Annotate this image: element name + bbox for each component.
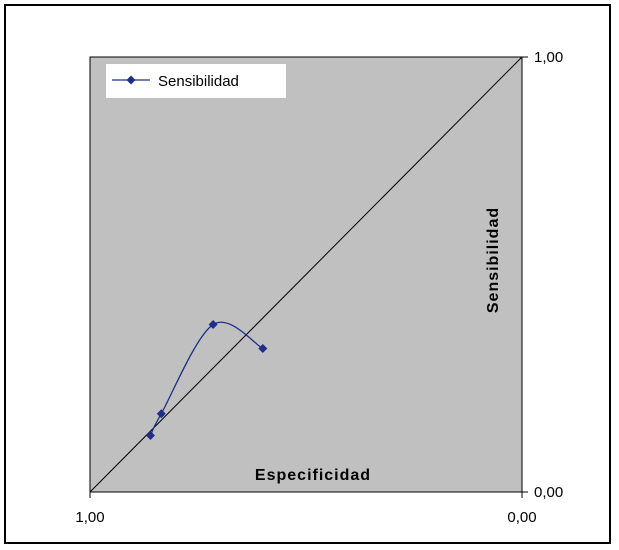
- legend-label: Sensibilidad: [158, 73, 239, 90]
- data-point-marker: [145, 430, 155, 440]
- data-point-marker: [156, 409, 166, 419]
- data-point-marker: [258, 343, 268, 353]
- y-axis-title: Sensibilidad: [485, 207, 502, 313]
- x-tick-right-label: 0,00: [507, 509, 536, 526]
- x-axis-title: Especificidad: [255, 467, 371, 484]
- y-tick-bottom-label: 0,00: [534, 484, 563, 501]
- legend: Sensibilidad: [106, 64, 286, 98]
- series-line-sensibilidad: [149, 321, 264, 436]
- y-tick-top-label: 1,00: [534, 49, 563, 66]
- legend-diamond-marker: [126, 75, 136, 85]
- data-point-marker: [208, 320, 218, 330]
- legend-box: [106, 64, 286, 98]
- x-tick-left-label: 1,00: [75, 509, 104, 526]
- reference-diagonal-line: [89, 56, 523, 493]
